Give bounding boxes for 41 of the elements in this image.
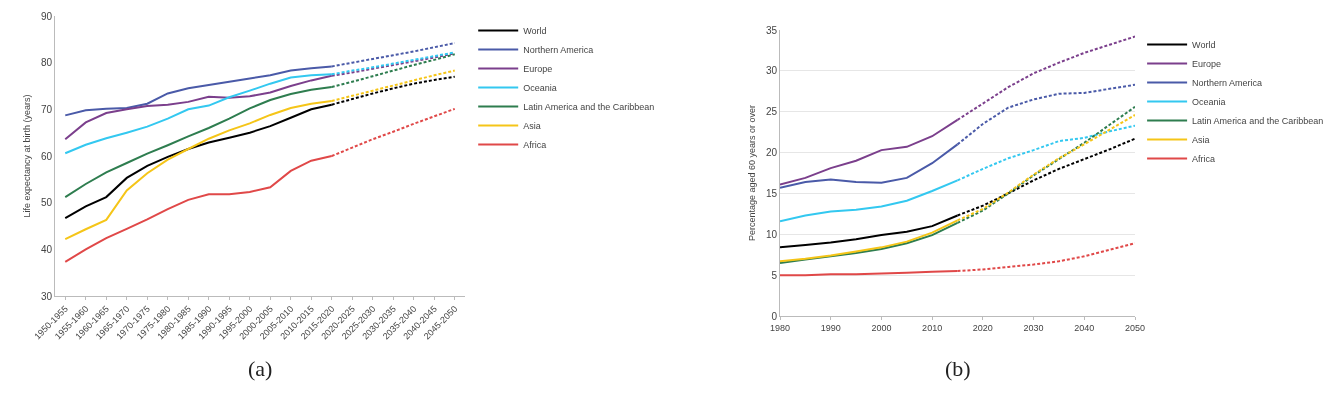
x-tick-label: 2040 [1074, 322, 1095, 333]
x-tick-label: 1990 [820, 322, 841, 333]
legend-label: Latin America and the Caribbean [523, 102, 655, 113]
x-tick-label: 2010 [922, 322, 943, 333]
x-tick-label: 2050 [1124, 322, 1146, 333]
y-axis-title: Life expectancy at birth (years) [22, 94, 33, 218]
y-tick-label: 70 [40, 103, 53, 115]
y-tick-label: 20 [765, 147, 778, 159]
legend-label: Oceania [523, 83, 557, 94]
y-tick-label: 35 [765, 24, 778, 36]
y-tick-label: 50 [40, 197, 53, 209]
y-tick-label: 15 [765, 187, 778, 199]
legend-label: World [1192, 40, 1216, 51]
y-tick-label: 90 [40, 10, 53, 22]
y-tick-label: 5 [771, 269, 778, 281]
text: (b) [945, 356, 971, 381]
y-tick-label: 25 [765, 106, 778, 118]
legend-label: Asia [523, 121, 541, 132]
y-tick-label: 0 [771, 310, 778, 322]
legend-label: Oceania [1192, 97, 1226, 108]
legend-label: World [523, 26, 547, 37]
legend-label: Europe [523, 64, 553, 75]
y-tick-label: 30 [40, 290, 53, 302]
legend-label: Africa [1192, 154, 1216, 165]
y-tick-label: 80 [40, 57, 53, 69]
y-tick-label: 40 [40, 243, 53, 255]
y-axis-title: Percentage aged 60 years or over [747, 104, 758, 242]
x-tick-label: 2020 [972, 322, 993, 333]
y-tick-label: 60 [40, 150, 53, 162]
y-tick-label: 30 [765, 65, 778, 77]
x-tick-label: 2000 [871, 322, 892, 333]
legend-label: Northern America [523, 45, 594, 56]
legend-label: Northern America [1192, 78, 1263, 89]
legend-label: Asia [1192, 135, 1210, 146]
y-tick-label: 10 [765, 228, 778, 240]
legend-label: Africa [523, 140, 547, 151]
legend-label: Latin America and the Caribbean [1192, 116, 1324, 127]
x-tick-label: 2030 [1023, 322, 1044, 333]
x-tick-label: 1980 [769, 322, 791, 333]
legend-label: Europe [1192, 59, 1222, 70]
text: (a) [248, 356, 273, 381]
